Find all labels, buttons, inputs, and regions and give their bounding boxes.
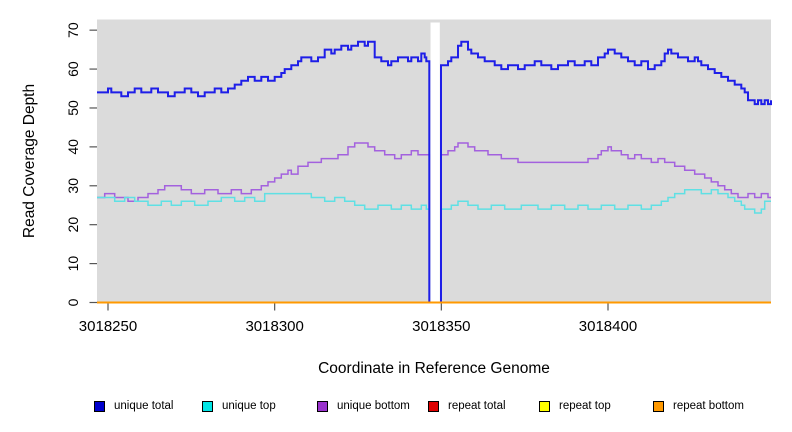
legend-swatch-unique-total-icon [94,400,105,412]
legend-swatch-repeat-top-icon [539,400,550,412]
y-tick-label: 60 [65,61,81,77]
y-tick-label: 50 [65,100,81,116]
legend-item-unique-bottom: unique bottom [317,400,410,412]
legend-swatch-unique-top-icon [202,400,213,412]
y-tick-label: 20 [65,217,81,233]
x-axis-label: Coordinate in Reference Genome [318,360,550,377]
legend-swatch-repeat-total-icon [428,400,439,412]
legend-item-repeat-bottom: repeat bottom [653,400,744,412]
legend: unique total unique top unique bottom repea… [0,398,792,418]
series-line-unique-total [97,40,772,304]
legend-swatch-unique-bottom-icon [317,400,328,412]
legend-label: repeat bottom [673,400,744,412]
legend-label: repeat total [448,400,506,412]
legend-item-unique-total: unique total [94,400,173,412]
legend-item-unique-top: unique top [202,400,276,412]
legend-label: unique total [114,400,174,412]
series-line-unique-top [97,188,771,304]
y-tick-label: 0 [65,298,81,306]
legend-label: unique top [222,400,276,412]
no-data-gap-band [430,22,440,303]
x-tick-label: 3018350 [412,318,470,335]
y-tick-label: 10 [65,256,81,272]
y-tick-label: 40 [65,139,81,155]
x-tick-label: 3018300 [245,318,303,335]
y-tick-label: 70 [65,22,81,38]
x-tick-label: 3018400 [579,318,637,335]
y-tick-label: 30 [65,178,81,194]
y-axis-label: Read Coverage Depth [21,83,38,239]
legend-swatch-repeat-bottom-icon [653,400,664,412]
legend-label: repeat top [559,400,611,412]
x-tick-label: 3018250 [79,318,137,335]
legend-label: unique bottom [337,400,410,412]
legend-item-repeat-total: repeat total [428,400,506,412]
legend-item-repeat-top: repeat top [539,400,611,412]
